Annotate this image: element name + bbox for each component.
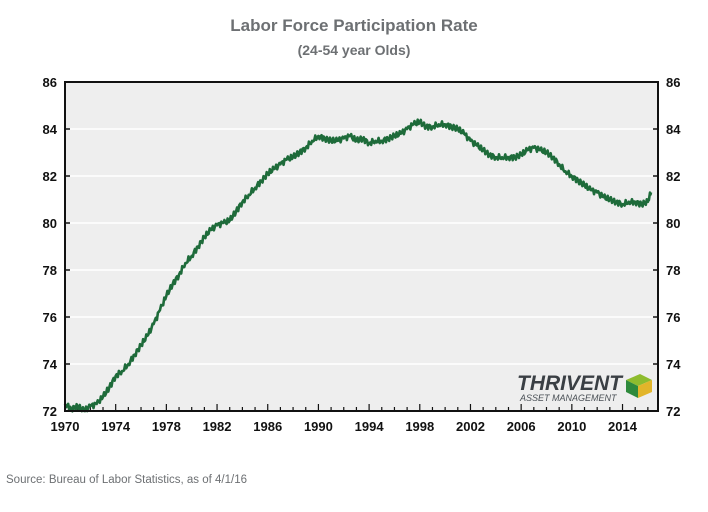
logo-mark-top (626, 374, 652, 386)
x-tick-label: 2006 (507, 419, 536, 434)
x-tick-label: 1986 (253, 419, 282, 434)
y-tick-label-right: 84 (666, 122, 681, 137)
chart-title: Labor Force Participation Rate (230, 16, 478, 35)
source-note: Source: Bureau of Labor Statistics, as o… (6, 474, 248, 486)
logo-mark-right (638, 380, 652, 398)
y-tick-label-left: 72 (43, 404, 57, 419)
y-tick-label-left: 82 (43, 169, 57, 184)
x-axis-ticks: 1970 1974 1978 1982 1986 1990 1994 1998 2002 2006… (51, 404, 649, 434)
y-tick-label-right: 72 (666, 404, 680, 419)
x-tick-label: 1974 (101, 419, 131, 434)
y-tick-label-right: 82 (666, 169, 680, 184)
x-tick-label: 1970 (51, 419, 80, 434)
y-tick-label-left: 80 (43, 216, 57, 231)
y-tick-label-left: 84 (43, 122, 58, 137)
logo-subtitle: ASSET MANAGEMENT (519, 393, 618, 403)
x-tick-label: 1998 (405, 419, 434, 434)
y-tick-label-right: 86 (666, 75, 680, 90)
plot-frame (64, 81, 659, 412)
y-tick-label-right: 80 (666, 216, 680, 231)
logo-name: THRIVENT (517, 372, 624, 395)
x-tick-label: 1994 (355, 419, 385, 434)
x-tick-label: 2010 (557, 419, 586, 434)
y-tick-label-right: 74 (666, 357, 681, 372)
thrivent-logo: THRIVENT ASSET MANAGEMENT (517, 372, 652, 403)
y-tick-label-left: 74 (43, 357, 58, 372)
y-tick-label-left: 76 (43, 310, 57, 325)
y-tick-label-right: 76 (666, 310, 680, 325)
x-tick-label: 1990 (304, 419, 333, 434)
y-tick-label-right: 78 (666, 263, 680, 278)
y-tick-label-left: 86 (43, 75, 57, 90)
series-line (63, 118, 653, 413)
x-tick-label: 2002 (456, 419, 485, 434)
y-axis-ticks: 72 72 74 74 76 76 78 78 80 80 82 82 84 84 86 86 (43, 75, 682, 419)
grid-lines (65, 128, 658, 365)
plot-background (65, 82, 658, 411)
chart-subtitle: (24-54 year Olds) (297, 42, 411, 58)
x-tick-label: 1978 (152, 419, 181, 434)
x-tick-label: 2014 (608, 419, 638, 434)
x-tick-label: 1982 (203, 419, 232, 434)
logo-mark-left (626, 380, 638, 398)
y-tick-label-left: 78 (43, 263, 57, 278)
